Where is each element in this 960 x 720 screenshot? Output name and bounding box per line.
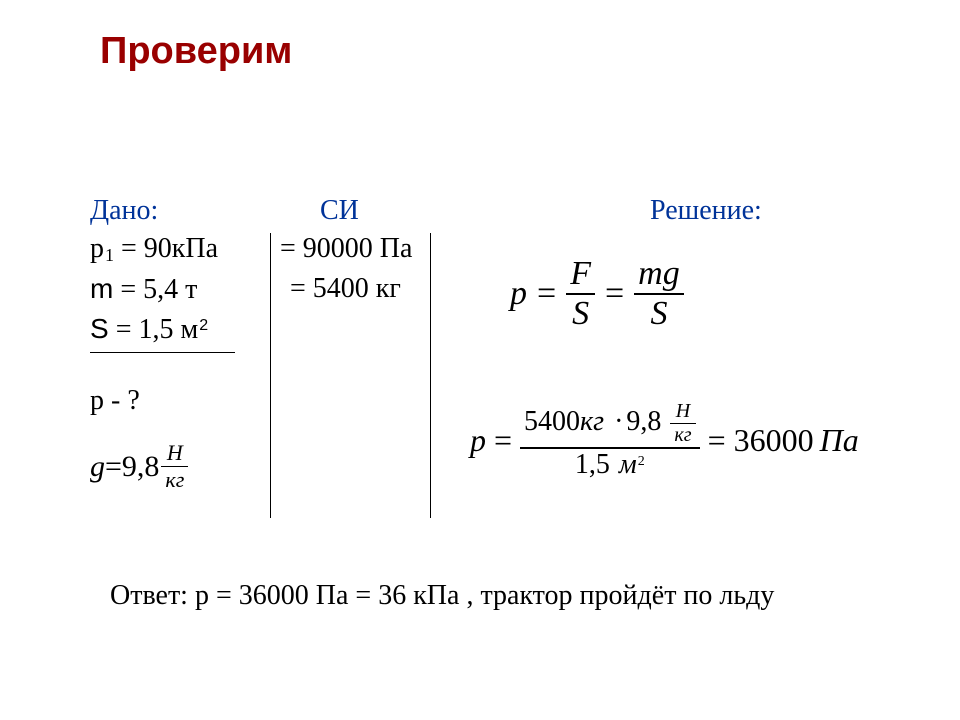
separator-line-2 (430, 233, 431, 518)
f2-den-m: м (617, 449, 637, 480)
f2-unit-den: кг (670, 423, 695, 447)
f2-eq2: = (706, 422, 728, 459)
g-unit-den: кг (161, 466, 188, 493)
p1-sub: 1 (104, 245, 114, 265)
heading-dano: Дано: (90, 195, 158, 227)
formula-definition: p = F S = mg S (510, 255, 684, 333)
g-label: g (90, 450, 105, 484)
g-unit-num: Н (161, 440, 188, 466)
p1-label: р (90, 233, 104, 264)
f2-result-unit: Па (820, 422, 859, 459)
m-expr: = 5,4 т (113, 274, 197, 305)
given-s: S = 1,5 м2 (90, 313, 208, 346)
p1-expr: = 90кПа (114, 233, 218, 264)
f2-unit-num: Н (670, 400, 695, 423)
s-sup: 2 (198, 317, 208, 334)
g-eq: =9,8 (105, 450, 159, 484)
f2-kg: кг (580, 406, 604, 437)
m-label: m (90, 273, 113, 304)
given-g: g =9,8 Н кг (90, 440, 188, 493)
f1-eq2: = (601, 275, 628, 313)
f2-result-val: 36000 (734, 422, 814, 459)
f2-g: 9,8 (626, 406, 661, 437)
f2-den-sup: 2 (637, 454, 645, 469)
answer-text: Ответ: р = 36000 Па = 36 кПа , трактор п… (110, 580, 774, 612)
f1-p: p (510, 275, 527, 313)
f2-denominator: 1,5 м2 (520, 447, 700, 481)
f1-S2: S (634, 293, 684, 333)
f1-F: F (566, 255, 595, 293)
p-unknown: р - ? (90, 385, 140, 417)
separator-line-1 (270, 233, 271, 518)
page-title: Проверим (100, 30, 292, 73)
heading-si: СИ (320, 195, 359, 227)
s-expr: = 1,5 м (109, 314, 199, 345)
f2-p: p (470, 422, 486, 459)
formula-calculation: p = 5400кг ·9,8 Н кг 1,5 м2 = 36000Па (470, 400, 859, 481)
dano-underline (90, 352, 235, 353)
given-p1: р1 = 90кПа (90, 233, 218, 266)
f2-dot: · (611, 406, 626, 437)
f2-mass: 5400 (524, 406, 580, 437)
si-m: = 5400 кг (290, 273, 401, 305)
f1-S: S (566, 293, 595, 333)
f1-mg: mg (634, 255, 684, 293)
heading-resh: Решение: (650, 195, 762, 227)
s-label: S (90, 313, 109, 344)
f2-den-val: 1,5 (575, 449, 610, 480)
f2-numerator: 5400кг ·9,8 Н кг (520, 400, 700, 447)
f1-eq1: = (533, 275, 560, 313)
given-m: m = 5,4 т (90, 273, 197, 306)
f2-eq1: = (492, 422, 514, 459)
si-p1: = 90000 Па (280, 233, 412, 265)
